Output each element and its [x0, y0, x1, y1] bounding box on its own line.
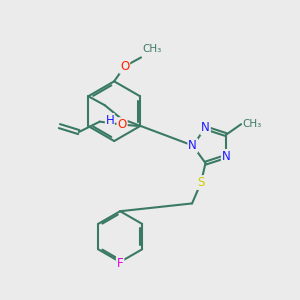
- Text: CH₃: CH₃: [142, 44, 162, 54]
- Text: N: N: [222, 150, 231, 163]
- Text: H: H: [105, 114, 114, 127]
- Text: CH₃: CH₃: [243, 119, 262, 129]
- Text: N: N: [188, 139, 197, 152]
- Text: N: N: [201, 122, 210, 134]
- Text: F: F: [117, 257, 124, 270]
- Text: S: S: [197, 176, 205, 189]
- Text: O: O: [120, 60, 129, 73]
- Text: O: O: [118, 118, 127, 131]
